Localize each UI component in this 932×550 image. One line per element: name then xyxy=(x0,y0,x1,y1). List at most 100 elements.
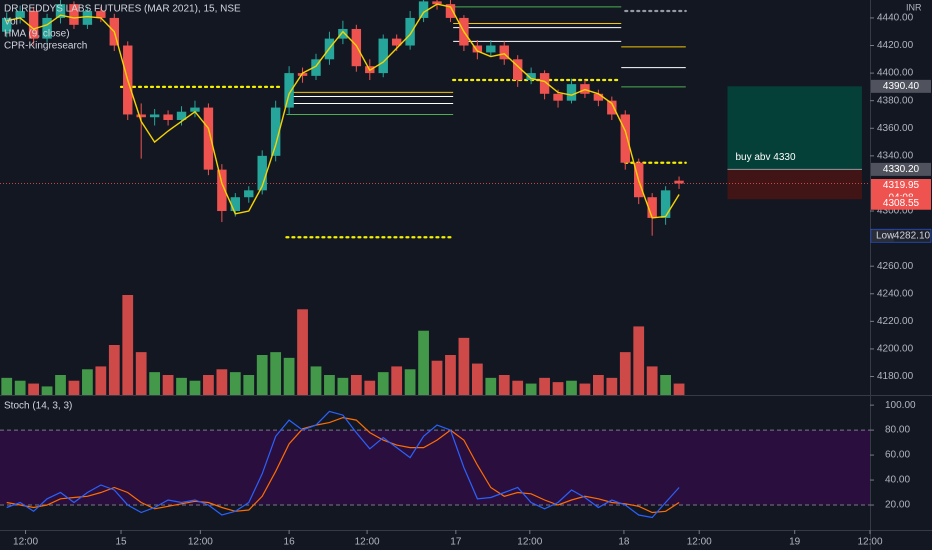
volume-bar xyxy=(203,375,214,395)
volume-bar xyxy=(566,380,577,395)
candle-body xyxy=(351,28,362,67)
volume-bar xyxy=(149,372,161,395)
candle-body xyxy=(203,107,214,170)
candle-body xyxy=(55,4,66,18)
stoch-d-line xyxy=(6,416,680,514)
candle-body xyxy=(486,45,496,53)
candle-body xyxy=(674,180,684,184)
position-loss xyxy=(727,169,862,200)
y-tick-label: 4260.00 xyxy=(877,261,914,272)
candle-body xyxy=(163,114,173,120)
volume-bar xyxy=(162,375,174,395)
low-value: 4282.10 xyxy=(894,230,931,241)
y2-tick-label: 100.00 xyxy=(885,400,916,411)
y-tick-label: 4340.00 xyxy=(877,150,914,161)
candle-body xyxy=(553,93,563,101)
candle-body xyxy=(593,93,604,101)
volume-bar xyxy=(552,382,564,395)
volume-bar xyxy=(243,375,255,395)
volume-bar xyxy=(41,386,53,395)
candle-body xyxy=(270,107,281,156)
volume-bar xyxy=(108,345,120,395)
volume-bar xyxy=(176,377,187,395)
volume-bar xyxy=(135,352,147,395)
legend-vol: Vol xyxy=(4,17,18,28)
candle-body xyxy=(660,190,671,218)
volume-bar xyxy=(256,355,268,395)
volume-bar xyxy=(633,326,645,395)
volume-bar xyxy=(619,352,631,395)
x-tick-label: 15 xyxy=(115,537,127,548)
candle-body xyxy=(311,59,321,76)
low-name-box xyxy=(872,229,894,242)
volume-bar xyxy=(606,377,618,395)
candle-body xyxy=(472,45,483,53)
target-tag-bg xyxy=(871,79,931,93)
candle-body xyxy=(230,197,241,212)
volume-bar xyxy=(324,375,335,395)
volume-bar xyxy=(283,357,295,395)
volume-bar xyxy=(95,366,107,395)
volume-bar xyxy=(216,369,228,395)
stoch-pane xyxy=(0,410,870,519)
target-tag: 4390.40 xyxy=(883,81,920,92)
low-name: Low xyxy=(876,230,895,241)
stoch-k-line xyxy=(6,410,680,519)
candle-body xyxy=(378,38,388,74)
candle-body xyxy=(297,73,308,76)
candle-body xyxy=(607,100,617,115)
candle-body xyxy=(284,73,294,108)
x-tick-label: 12:00 xyxy=(13,537,38,548)
volume-bar xyxy=(418,330,429,395)
candle-body xyxy=(42,17,52,39)
entry-tag-bg xyxy=(871,162,931,176)
candle-body xyxy=(445,4,456,18)
legend-stoch: Stoch (14, 3, 3) xyxy=(4,401,72,412)
candle-body xyxy=(149,114,160,118)
volume-bar xyxy=(592,375,604,395)
volume-bar xyxy=(539,377,550,395)
candle-body xyxy=(405,17,415,46)
candle-body xyxy=(69,4,79,25)
y-tick-label: 4420.00 xyxy=(877,40,914,51)
volume-bar xyxy=(485,377,497,395)
candle-body xyxy=(15,11,25,18)
volume-bar xyxy=(270,352,282,395)
y2-tick-label: 20.00 xyxy=(885,500,910,511)
volume-bar xyxy=(28,383,39,395)
stop-tag: 4308.55 xyxy=(883,198,920,209)
candle-body xyxy=(418,1,429,18)
candle-body xyxy=(499,45,509,60)
volume-bar xyxy=(498,375,510,395)
y-tick-label: 4360.00 xyxy=(877,123,914,134)
y-tick-label: 4440.00 xyxy=(877,13,914,24)
legend-hma: HMA (9, close) xyxy=(4,29,70,40)
x-tick-label: 16 xyxy=(284,537,296,548)
entry-tag: 4330.20 xyxy=(883,164,920,175)
candle-body xyxy=(190,107,200,112)
candle-body xyxy=(512,59,523,80)
candle-body xyxy=(647,197,657,218)
volume-bar xyxy=(337,377,349,395)
candle-body xyxy=(244,190,254,198)
chart-title: DR REDDYS LABS FUTURES (MAR 2021), 15, N… xyxy=(4,4,241,15)
candle-body xyxy=(539,73,550,94)
x-tick-label: 12:00 xyxy=(355,537,380,548)
candle-body xyxy=(257,155,267,191)
volume-bar xyxy=(391,366,403,395)
volume-bar xyxy=(1,377,13,395)
candle-body xyxy=(2,17,12,32)
volume-bar xyxy=(512,380,524,395)
volume-bar xyxy=(55,375,66,395)
x-tick-label: 17 xyxy=(450,537,462,548)
position-profit xyxy=(727,86,862,170)
x-tick-label: 12:00 xyxy=(687,537,712,548)
last-price-tag: 4319.95 xyxy=(883,180,920,191)
volume-bar xyxy=(189,380,201,395)
position-label: buy abv 4330 xyxy=(735,152,795,163)
volume-bar xyxy=(377,372,389,395)
volume-bar xyxy=(68,380,80,395)
candle-body xyxy=(82,11,93,25)
